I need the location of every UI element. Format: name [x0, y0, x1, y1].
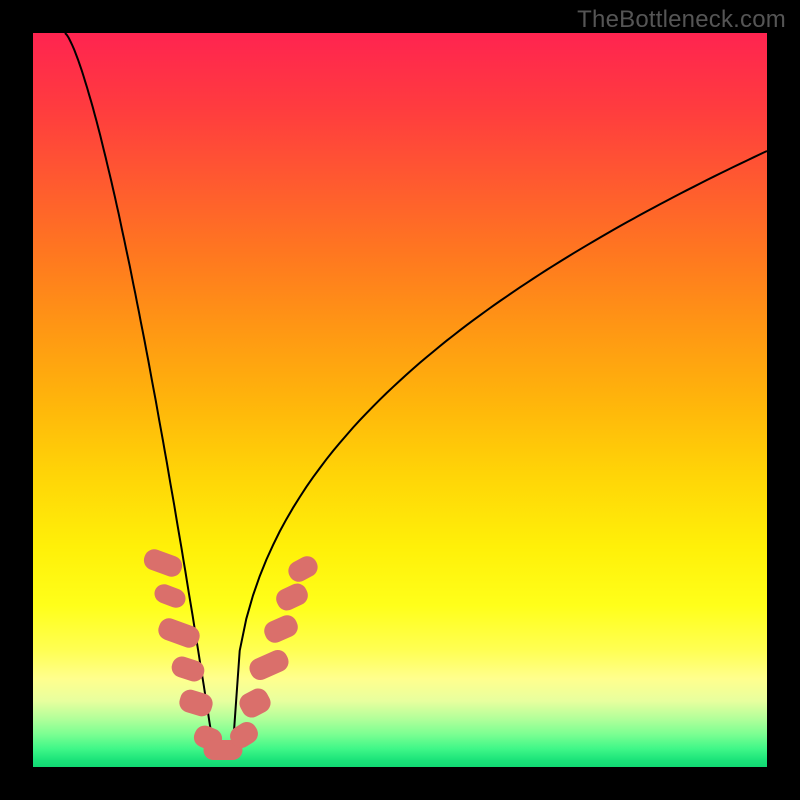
chart-stage: TheBottleneck.com: [0, 0, 800, 800]
chart-svg: [0, 0, 800, 800]
watermark-text: TheBottleneck.com: [577, 6, 786, 34]
plot-background: [33, 33, 767, 767]
